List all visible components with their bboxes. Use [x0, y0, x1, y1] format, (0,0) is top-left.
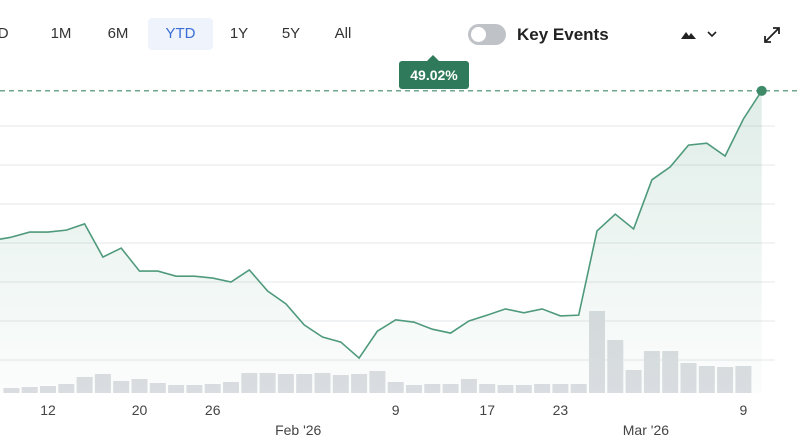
volume-bar — [698, 366, 715, 393]
volume-bar — [607, 340, 624, 393]
price-line-lead — [0, 236, 12, 240]
volume-bar — [515, 385, 532, 393]
x-tick-label: 9 — [392, 402, 400, 418]
chart-type-icon[interactable] — [680, 26, 720, 46]
volume-bar — [58, 384, 75, 393]
x-month-label: Feb '26 — [275, 422, 321, 438]
volume-bar — [717, 367, 734, 393]
volume-bar — [625, 370, 642, 393]
volume-bar — [314, 373, 331, 393]
grid — [0, 125, 775, 361]
volume-bar — [168, 385, 185, 393]
volume-bar — [332, 375, 349, 393]
range-tab[interactable]: 1M — [50, 25, 72, 42]
volume-bar — [40, 386, 56, 393]
volume-bar — [552, 384, 569, 393]
volume-bar — [76, 377, 93, 393]
x-tick-label: 17 — [479, 402, 495, 418]
toggle-label[interactable]: Key Events — [517, 25, 609, 44]
volume-bar — [497, 385, 514, 393]
volume-bar — [296, 374, 313, 393]
volume-bar — [369, 371, 386, 393]
volume-bar — [589, 311, 605, 393]
volume-bar — [534, 384, 551, 393]
volume-bar — [387, 382, 404, 393]
x-tick-label: 26 — [205, 402, 221, 418]
volume-bar — [643, 351, 660, 393]
range-tab[interactable]: 6M — [107, 25, 129, 42]
price-line — [11, 90, 763, 360]
volume-bar — [479, 384, 496, 393]
volume-bar — [277, 374, 294, 393]
volume-bar — [186, 385, 203, 393]
volume-bar — [442, 384, 459, 393]
volume-bar — [21, 387, 38, 393]
volume-bar — [351, 374, 368, 393]
range-tab[interactable]: All — [334, 25, 352, 42]
volume-bar — [424, 384, 441, 393]
volume-bar — [570, 384, 587, 393]
value-label: 49.02% — [410, 67, 458, 83]
x-tick-label: 9 — [740, 402, 748, 418]
volume-bar — [735, 366, 752, 393]
volume-bar — [204, 384, 221, 393]
volume-bar — [149, 383, 166, 393]
volume-bar — [406, 385, 422, 393]
volume-bar — [662, 351, 679, 393]
volume-bar — [241, 373, 258, 393]
volume-bar — [94, 374, 111, 393]
volume-bar — [680, 363, 697, 393]
volume-bar — [460, 379, 477, 393]
volume-bar — [113, 381, 130, 393]
x-tick-label: 23 — [553, 402, 569, 418]
volume-bar — [131, 379, 148, 393]
volume-bar — [223, 382, 239, 393]
value-badge-pointer — [427, 55, 439, 61]
range-tab[interactable]: YTD — [148, 18, 213, 50]
range-tab[interactable]: 1Y — [229, 25, 249, 42]
last-point — [756, 85, 767, 96]
toggle[interactable] — [468, 24, 506, 45]
range-tab[interactable]: 5Y — [281, 25, 301, 42]
range-tab[interactable]: 5D — [0, 25, 9, 42]
x-tick-label: 12 — [40, 402, 56, 418]
price-area — [0, 90, 762, 394]
value-badge — [399, 61, 469, 89]
x-tick-label: 20 — [132, 402, 148, 418]
volume-bar — [259, 373, 276, 393]
toggle-knob — [471, 27, 486, 42]
expand-icon[interactable] — [762, 25, 782, 45]
volume-bar — [3, 388, 20, 393]
x-month-label: Mar '26 — [623, 422, 669, 438]
